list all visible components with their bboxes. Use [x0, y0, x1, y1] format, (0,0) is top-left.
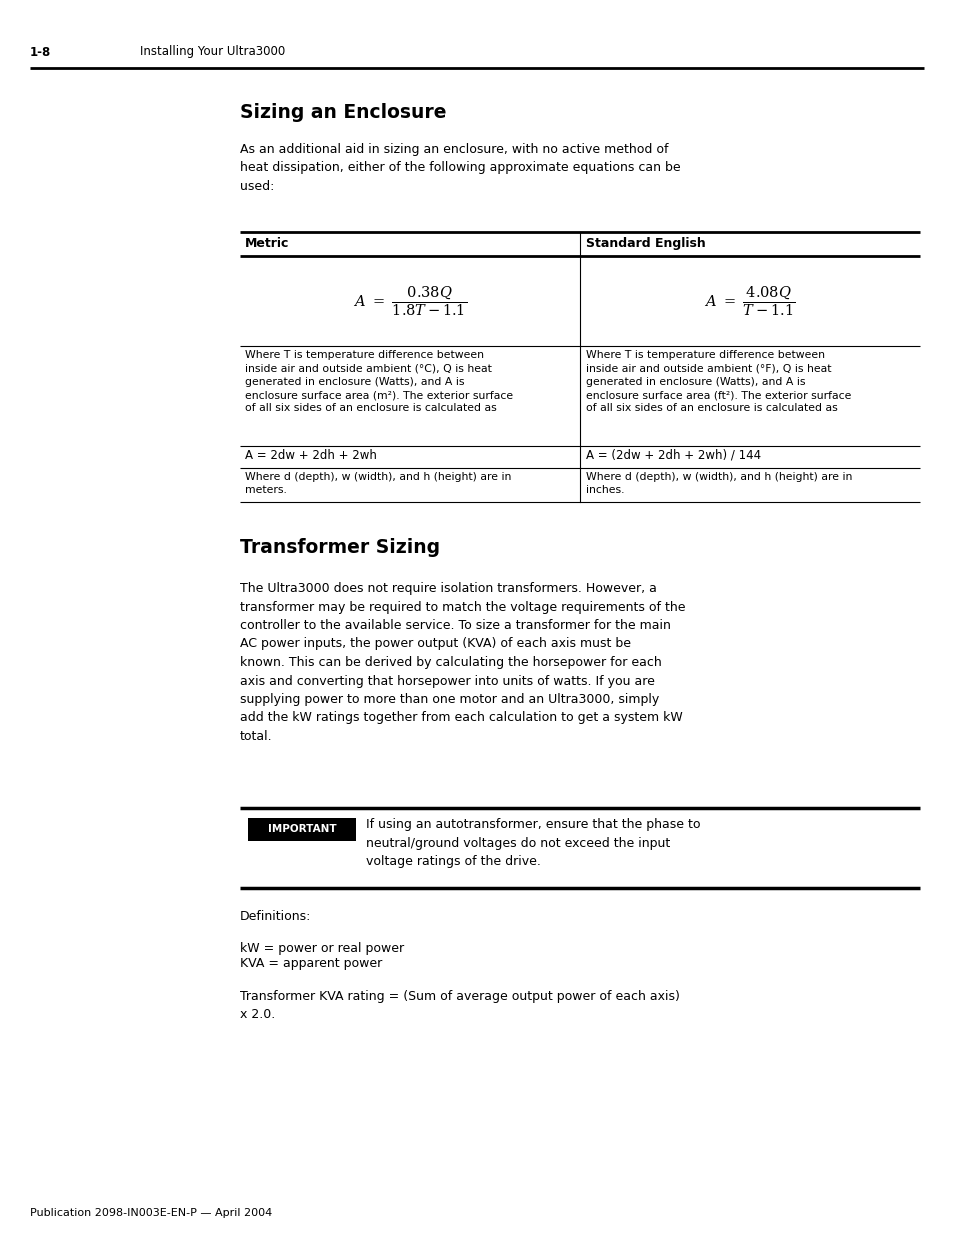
Text: Standard English: Standard English: [585, 237, 705, 249]
Text: kW = power or real power: kW = power or real power: [240, 942, 404, 955]
Text: Where T is temperature difference between
inside air and outside ambient (°C), Q: Where T is temperature difference betwee…: [245, 350, 513, 414]
Text: Publication 2098-IN003E-EN-P — April 2004: Publication 2098-IN003E-EN-P — April 200…: [30, 1208, 272, 1218]
Text: Sizing an Enclosure: Sizing an Enclosure: [240, 103, 446, 122]
Text: Where d (depth), w (width), and h (height) are in
inches.: Where d (depth), w (width), and h (heigh…: [585, 472, 851, 495]
Text: Definitions:: Definitions:: [240, 910, 311, 923]
Text: Where T is temperature difference between
inside air and outside ambient (°F), Q: Where T is temperature difference betwee…: [585, 350, 850, 414]
Text: If using an autotransformer, ensure that the phase to
neutral/ground voltages do: If using an autotransformer, ensure that…: [366, 818, 700, 868]
Text: The Ultra3000 does not require isolation transformers. However, a
transformer ma: The Ultra3000 does not require isolation…: [240, 582, 685, 743]
Text: As an additional aid in sizing an enclosure, with no active method of
heat dissi: As an additional aid in sizing an enclos…: [240, 143, 679, 193]
Text: Transformer Sizing: Transformer Sizing: [240, 538, 439, 557]
Text: 1-8: 1-8: [30, 46, 51, 58]
Text: Where d (depth), w (width), and h (height) are in
meters.: Where d (depth), w (width), and h (heigh…: [245, 472, 511, 495]
Text: $A \ = \ \dfrac{0.38Q}{1.8T - 1.1}$: $A \ = \ \dfrac{0.38Q}{1.8T - 1.1}$: [353, 284, 467, 317]
Text: KVA = apparent power: KVA = apparent power: [240, 957, 382, 969]
Text: Transformer KVA rating = (Sum of average output power of each axis)
x 2.0.: Transformer KVA rating = (Sum of average…: [240, 990, 679, 1021]
Text: A = (2dw + 2dh + 2wh) / 144: A = (2dw + 2dh + 2wh) / 144: [585, 450, 760, 462]
Text: Installing Your Ultra3000: Installing Your Ultra3000: [140, 46, 285, 58]
Text: Metric: Metric: [245, 237, 289, 249]
Text: IMPORTANT: IMPORTANT: [268, 825, 336, 835]
Bar: [248, 818, 355, 841]
Text: A = 2dw + 2dh + 2wh: A = 2dw + 2dh + 2wh: [245, 450, 376, 462]
Text: $A \ = \ \dfrac{4.08Q}{T - 1.1}$: $A \ = \ \dfrac{4.08Q}{T - 1.1}$: [703, 284, 795, 317]
